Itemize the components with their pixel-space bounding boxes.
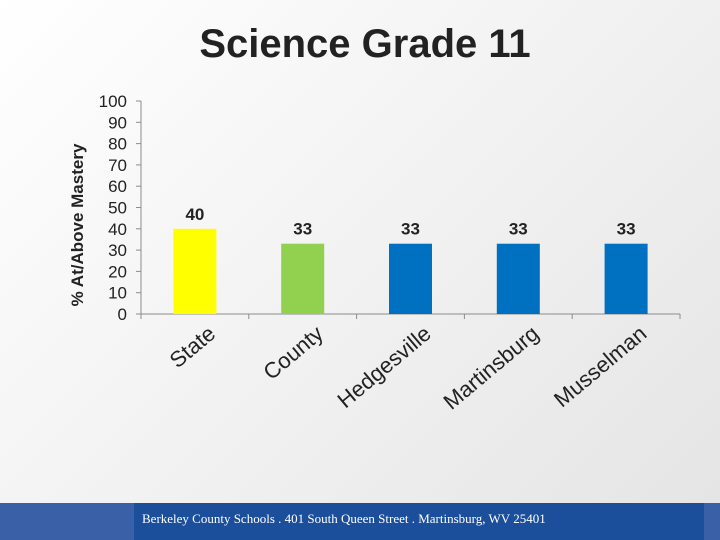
- category-label: County: [258, 321, 327, 385]
- y-tick-label: 30: [108, 241, 127, 260]
- y-axis-title: % At/Above Mastery: [68, 143, 87, 306]
- footer-panel: Berkeley County Schools . 401 South Quee…: [134, 503, 704, 540]
- footer-address: Berkeley County Schools . 401 South Quee…: [142, 511, 546, 526]
- data-label: 33: [401, 220, 420, 239]
- data-label: 33: [617, 220, 636, 239]
- category-label: State: [165, 321, 220, 373]
- y-tick-label: 50: [108, 199, 127, 218]
- y-tick-label: 60: [108, 177, 127, 196]
- bar: [389, 243, 432, 314]
- y-tick-label: 100: [99, 92, 127, 111]
- category-label: Musselman: [549, 321, 651, 412]
- data-label: 40: [185, 205, 204, 224]
- category-label: Hedgesville: [333, 321, 436, 413]
- bar-chart: 0 10 20 30 40 50 60 70 80 90 100 40 State 33 County 33 H…: [68, 92, 681, 415]
- data-label: 33: [293, 220, 312, 239]
- chart-title: Science Grade 11: [199, 22, 531, 66]
- bar: [173, 228, 217, 314]
- bar: [281, 243, 325, 314]
- y-tick-label: 10: [108, 284, 127, 303]
- data-label: 33: [509, 220, 528, 239]
- bar: [496, 243, 540, 314]
- y-tick-label: 70: [108, 156, 127, 175]
- y-tick-label: 0: [118, 305, 127, 324]
- y-tick-label: 90: [108, 113, 127, 132]
- footer-bar: Berkeley County Schools . 401 South Quee…: [0, 503, 720, 540]
- category-label: Martinsburg: [438, 321, 543, 415]
- y-tick-label: 40: [108, 220, 127, 239]
- bar: [604, 243, 648, 314]
- y-tick-label: 20: [108, 262, 127, 281]
- y-tick-label: 80: [108, 135, 127, 154]
